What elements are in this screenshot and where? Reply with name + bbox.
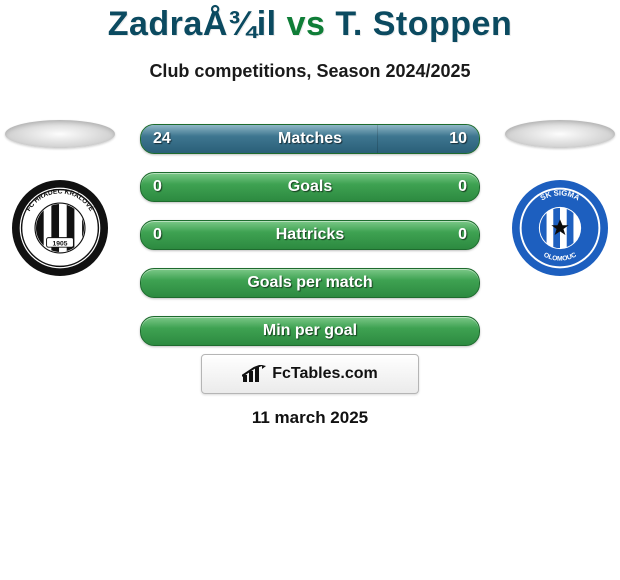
stat-bar: Goals per match xyxy=(140,268,480,298)
chart-icon xyxy=(242,365,266,383)
comparison-card: ZadraÅ¾il vs T. Stoppen Club competition… xyxy=(0,0,620,580)
stat-left-fill xyxy=(141,125,379,153)
date-caption: 11 march 2025 xyxy=(0,408,620,428)
stat-left-value: 24 xyxy=(153,125,171,153)
stat-label: Hattricks xyxy=(141,221,479,249)
vs-separator: vs xyxy=(287,5,326,43)
player-photo-placeholder xyxy=(5,120,115,148)
stat-label: Goals xyxy=(141,173,479,201)
player-left-name: ZadraÅ¾il xyxy=(108,5,277,43)
stat-bar: Min per goal xyxy=(140,316,480,346)
right-player-column: SK SIGMA OLOMOUC xyxy=(500,120,620,276)
stat-bar: 0 0Goals xyxy=(140,172,480,202)
stat-right-value: 0 xyxy=(458,173,467,201)
stat-bar: 2410Matches xyxy=(140,124,480,154)
brand-text: FcTables.com xyxy=(272,365,378,383)
brand-badge: FcTables.com xyxy=(201,354,419,394)
subtitle: Club competitions, Season 2024/2025 xyxy=(0,61,620,82)
stat-left-value: 0 xyxy=(153,221,162,249)
stat-bar: 0 0Hattricks xyxy=(140,220,480,250)
crest-year: 1905 xyxy=(53,240,68,247)
stat-right-value: 10 xyxy=(449,125,467,153)
player-photo-placeholder xyxy=(505,120,615,148)
stat-label: Goals per match xyxy=(141,269,479,297)
sk-sigma-olomouc-crest: SK SIGMA OLOMOUC xyxy=(512,180,608,276)
fc-hradec-kralove-crest: FC HRADEC KRÁLOVÉ 1905 xyxy=(12,180,108,276)
stat-left-value: 0 xyxy=(153,173,162,201)
headline: ZadraÅ¾il vs T. Stoppen xyxy=(0,0,620,43)
stat-label: Min per goal xyxy=(141,317,479,345)
player-right-name: T. Stoppen xyxy=(335,5,512,43)
stats-bars: 2410Matches00Goals00HattricksGoals per m… xyxy=(140,124,480,346)
stat-right-value: 0 xyxy=(458,221,467,249)
left-player-column: FC HRADEC KRÁLOVÉ 1905 xyxy=(0,120,120,276)
